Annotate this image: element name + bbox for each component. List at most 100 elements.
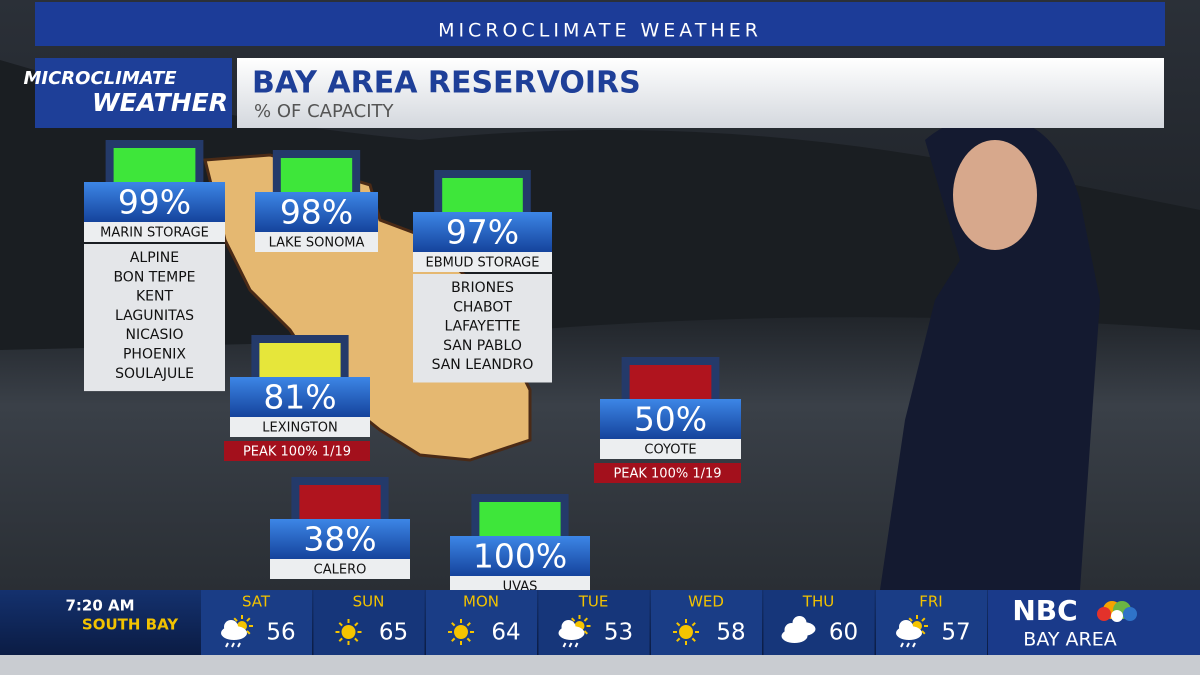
- member: BON TEMPE: [113, 269, 195, 285]
- sun-ray: [583, 630, 588, 635]
- day-cell: [426, 590, 537, 655]
- presenter-face: [953, 140, 1037, 250]
- member: KENT: [136, 289, 173, 305]
- day-cell: [201, 590, 312, 655]
- member: CHABOT: [453, 299, 512, 315]
- day-name: FRI: [919, 593, 942, 611]
- rain: [900, 642, 904, 648]
- rain: [912, 642, 916, 648]
- gauge-color: [629, 365, 712, 399]
- sun-ray: [338, 622, 343, 627]
- member-box: [413, 274, 552, 383]
- brand-box: [988, 590, 1200, 655]
- sun-ray: [451, 637, 456, 642]
- percent-box: [230, 377, 370, 417]
- logo-line1: MICROCLIMATE: [23, 68, 177, 89]
- header-box: [237, 58, 1164, 128]
- header-subtitle: % OF CAPACITY: [254, 101, 395, 122]
- member-box: [84, 244, 225, 392]
- brand-market: BAY AREA: [1023, 629, 1116, 651]
- sun-ray: [338, 637, 343, 642]
- gauge-color: [113, 148, 196, 182]
- gauge-color: [479, 502, 561, 536]
- name-box: [230, 417, 370, 437]
- sun-ray: [691, 622, 696, 627]
- member: LAGUNITAS: [115, 308, 194, 324]
- cloud: [899, 620, 913, 634]
- rain: [225, 642, 229, 648]
- sun-ray: [921, 630, 926, 635]
- name-box: [600, 439, 741, 459]
- day-name: WED: [688, 593, 724, 611]
- day-name: SAT: [242, 593, 271, 611]
- rain: [562, 642, 567, 648]
- percent-box: [600, 399, 741, 439]
- percent: 100%: [473, 537, 567, 576]
- percent: 98%: [280, 193, 353, 232]
- gauge-color: [280, 158, 353, 192]
- percent-box: [413, 212, 552, 252]
- day-name: SUN: [353, 593, 385, 611]
- name: LEXINGTON: [262, 421, 337, 436]
- header-title: BAY AREA RESERVOIRS: [252, 66, 641, 101]
- rain: [568, 642, 573, 648]
- day-name: MON: [463, 593, 499, 611]
- member: SAN PABLO: [443, 338, 522, 354]
- logo-line2: WEATHER: [92, 88, 228, 117]
- gauge-color: [442, 178, 523, 212]
- presenter: [880, 116, 1100, 590]
- day-temp: 60: [829, 620, 858, 646]
- name-box: [270, 559, 410, 579]
- peak: PEAK 100% 1/19: [243, 445, 351, 460]
- sun-ray: [246, 617, 251, 622]
- sun-ray: [908, 617, 913, 622]
- day-temp: 65: [379, 620, 408, 646]
- banner-bar: [35, 2, 1165, 46]
- day-temp: 57: [941, 620, 970, 646]
- sun: [454, 625, 468, 639]
- ticker-region: SOUTH BAY: [82, 616, 179, 634]
- sun: [679, 625, 693, 639]
- member: PHOENIX: [123, 347, 186, 363]
- name-box: [84, 222, 225, 242]
- sun-ray: [354, 637, 359, 642]
- peak-box: [594, 463, 741, 483]
- sun-ray: [676, 622, 681, 627]
- gauge-color: [259, 343, 341, 377]
- day-cell: [313, 590, 425, 655]
- name-box: [413, 252, 552, 272]
- cloud: [561, 620, 576, 634]
- sun-ray: [233, 617, 238, 622]
- name: LAKE SONOMA: [269, 236, 365, 251]
- member: BRIONES: [451, 280, 514, 296]
- percent-box: [84, 182, 225, 222]
- sun-ray: [921, 617, 926, 622]
- name: EBMUD STORAGE: [426, 256, 540, 271]
- reservoirs: 99% MARIN STORAGE ALPINE BON TEMPE KENT LAGUN…: [84, 140, 741, 596]
- sun-ray: [583, 617, 588, 622]
- sun-ray: [676, 637, 681, 642]
- member: LAFAYETTE: [444, 319, 520, 335]
- sun-ray: [246, 630, 251, 635]
- brand-network: NBC: [1012, 594, 1077, 627]
- name: MARIN STORAGE: [100, 226, 209, 241]
- day-cell: [876, 590, 987, 655]
- member: ALPINE: [130, 250, 179, 266]
- sun-ray: [354, 622, 359, 627]
- day-name: TUE: [578, 593, 609, 611]
- sun-ray: [451, 622, 456, 627]
- day-cell: [763, 590, 875, 655]
- sun: [341, 625, 356, 639]
- rain: [906, 642, 910, 648]
- percent: 97%: [446, 213, 519, 252]
- percent-box: [270, 519, 410, 559]
- gauge-color: [299, 485, 381, 519]
- sun-ray: [691, 637, 696, 642]
- day-temp: 53: [604, 620, 633, 646]
- percent-box: [450, 536, 590, 576]
- day-cell: [538, 590, 650, 655]
- sun-ray: [466, 637, 471, 642]
- member: NICASIO: [126, 327, 184, 343]
